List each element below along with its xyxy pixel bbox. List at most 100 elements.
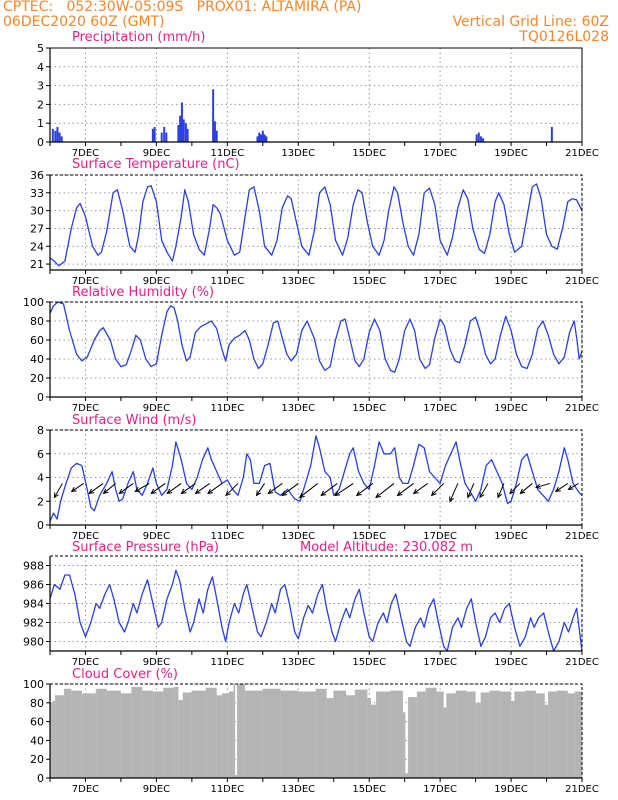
wind-line <box>49 435 583 522</box>
wind-arrow <box>555 483 569 492</box>
cloud-ytick-label: 100 <box>23 678 44 691</box>
wind-arrow-head <box>497 492 503 499</box>
wind-arrow-head <box>334 490 341 497</box>
wind-arrow-head <box>396 490 403 497</box>
temp-xtick-label: 9DEC <box>143 276 170 287</box>
wind-arrow-head <box>134 487 141 493</box>
wind-arrow <box>71 483 84 492</box>
press-subtitle: Model Altitude: 230.082 m <box>300 540 473 555</box>
press-ytick-label: 988 <box>23 560 44 573</box>
precip-bar <box>160 132 163 142</box>
press-xtick-label: 7DEC <box>72 657 99 668</box>
cloud-ytick-label: 20 <box>30 753 44 766</box>
cloud-xtick-label: 11DEC <box>210 784 244 795</box>
temp-ytick-label: 27 <box>30 222 44 235</box>
wind-arrow-head <box>375 492 382 499</box>
wind-xtick-label: 19DEC <box>494 531 528 542</box>
precip-bar <box>163 126 166 142</box>
precip-bar <box>151 128 154 142</box>
precip-frame <box>49 47 583 143</box>
rh-ytick-label: 20 <box>30 372 44 385</box>
rh-ytick-label: 40 <box>30 353 44 366</box>
precip-bar <box>258 132 261 142</box>
cloud-xtick-label: 15DEC <box>352 784 386 795</box>
wind-arrow-head <box>479 492 485 499</box>
wind-arrow-head <box>118 488 125 495</box>
precip-bar <box>263 134 266 142</box>
wind-arrow-head <box>519 488 526 495</box>
wind-arrow-head <box>467 492 472 499</box>
precip-ytick-label: 5 <box>37 42 44 55</box>
wind-ytick-label: 6 <box>37 448 44 461</box>
header-model: TQ0126L028 <box>519 29 609 45</box>
wind-arrow <box>268 483 283 494</box>
wind-arrow-head <box>53 492 59 499</box>
wind-arrow <box>497 483 505 498</box>
cloud-xtick-label: 13DEC <box>281 784 315 795</box>
precip-ytick-label: 1 <box>37 117 44 130</box>
wind-arrow-head <box>567 484 574 491</box>
wind-arrow <box>256 483 265 496</box>
precip-xtick-label: 21DEC <box>565 148 599 159</box>
precip-bar <box>477 132 480 142</box>
precip-ytick-label: 3 <box>37 80 44 93</box>
temp-panel: 21 24 27 30 33 36 7DEC 9DEC 11DEC 13DEC 15DEC 17DEC… <box>30 157 599 287</box>
wind-arrow <box>334 483 354 496</box>
rh-panel: 0 20 40 60 80 100 7DEC 9DEC 11DEC 13DEC 15DEC 17DEC… <box>23 285 599 414</box>
rh-ytick-label: 0 <box>37 391 44 404</box>
precip-bar <box>186 128 189 142</box>
wind-arrow <box>225 483 239 496</box>
temp-title: Surface Temperature (nC) <box>72 157 240 172</box>
rh-ytick-label: 60 <box>30 334 44 347</box>
wind-arrow <box>431 483 445 496</box>
wind-arrow <box>397 483 414 496</box>
wind-ytick-label: 4 <box>37 472 44 485</box>
wind-arrow-head <box>225 490 231 497</box>
cloud-title: Cloud Cover (%) <box>72 667 178 682</box>
precip-bar <box>482 138 485 142</box>
precip-bar <box>184 123 187 142</box>
wind-ytick-label: 8 <box>37 424 44 437</box>
wind-arrow <box>166 483 182 494</box>
temp-xtick-label: 19DEC <box>494 276 528 287</box>
precip-bar <box>261 130 264 142</box>
precip-bar <box>215 130 218 142</box>
precip-bar <box>56 126 59 142</box>
wind-arrow <box>53 483 63 498</box>
precip-ytick-label: 4 <box>37 61 44 74</box>
precip-bar <box>182 119 185 142</box>
wind-xtick-label: 17DEC <box>423 531 457 542</box>
press-ytick-label: 986 <box>23 579 44 592</box>
press-xtick-label: 17DEC <box>423 657 457 668</box>
rh-ytick-label: 80 <box>30 315 44 328</box>
wind-arrow-head <box>267 488 274 495</box>
wind-arrow <box>520 483 533 494</box>
precip-xtick-label: 11DEC <box>210 148 244 159</box>
wind-arrow-head <box>166 488 173 495</box>
temp-ytick-label: 36 <box>30 169 44 182</box>
wind-arrow <box>119 483 134 494</box>
press-xtick-label: 21DEC <box>565 657 599 668</box>
press-ytick-label: 984 <box>23 598 44 611</box>
temp-xtick-label: 7DEC <box>72 276 99 287</box>
precip-title: Precipitation (mm/h) <box>72 30 205 45</box>
press-xtick-label: 9DEC <box>143 657 170 668</box>
header-station: CPTEC: 052:30W-05:09S PROX01: ALTAMIRA (… <box>3 0 362 15</box>
precip-ytick-label: 2 <box>37 98 44 111</box>
wind-title: Surface Wind (m/s) <box>72 413 196 428</box>
press-panel: 980 982 984 986 988 7DEC 9DEC 11DEC 13DEC 15DEC 17… <box>23 540 599 668</box>
wind-xtick-label: 15DEC <box>352 531 386 542</box>
precip-bar <box>479 136 482 142</box>
wind-arrow <box>181 483 196 494</box>
wind-arrow <box>88 483 104 494</box>
rh-xtick-label: 19DEC <box>494 403 528 414</box>
temp-ytick-label: 30 <box>30 205 44 218</box>
wind-arrow <box>299 483 319 498</box>
wind-ytick-label: 2 <box>37 495 44 508</box>
press-line <box>49 569 583 652</box>
wind-arrow <box>449 483 459 502</box>
wind-arrow-head <box>449 496 455 503</box>
precip-xtick-label: 7DEC <box>72 148 99 159</box>
precip-bar <box>51 128 54 142</box>
cloud-xtick-label: 9DEC <box>143 784 170 795</box>
